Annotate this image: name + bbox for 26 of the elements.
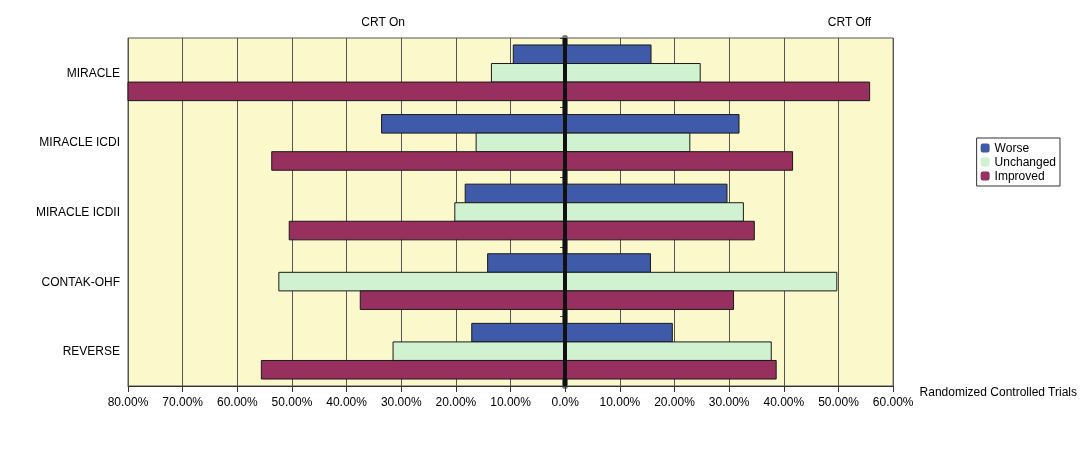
text: CRT Off — [827, 15, 872, 29]
x-tick-label: 60.00% — [872, 395, 914, 409]
x-tick-label: 30.00% — [380, 395, 422, 409]
x-tick-label: 20.00% — [435, 395, 477, 409]
legend-label: Unchanged — [994, 155, 1057, 169]
text: CRT On — [361, 15, 405, 29]
x-tick-label: 10.00% — [599, 395, 641, 409]
legend-label: Improved — [994, 169, 1045, 183]
y-tick-label: MIRACLE ICDI — [39, 135, 120, 150]
legend-label: Worse — [994, 141, 1030, 155]
x-tick-label: 40.00% — [763, 395, 805, 409]
x-tick-label: 60.00% — [216, 395, 258, 409]
y-tick-label: MIRACLE ICDII — [35, 205, 120, 219]
x-tick-label: 80.00% — [107, 395, 149, 409]
x-tick-label: 0.0% — [551, 395, 580, 409]
x-tick-label: 10.00% — [490, 395, 532, 409]
y-tick-label: CONTAK-OHF — [41, 274, 120, 289]
x-tick-label: 70.00% — [162, 395, 204, 409]
x-tick-label: 50.00% — [818, 395, 860, 409]
x-tick-label: 40.00% — [326, 395, 368, 409]
x-tick-label: 50.00% — [271, 395, 313, 409]
x-tick-label: 20.00% — [654, 395, 696, 409]
y-tick-label: MIRACLE — [66, 65, 120, 80]
x-tick-label: 30.00% — [708, 395, 750, 409]
y-tick-label: REVERSE — [62, 344, 120, 359]
x-axis-title: Randomized Controlled Trials — [919, 385, 1077, 399]
